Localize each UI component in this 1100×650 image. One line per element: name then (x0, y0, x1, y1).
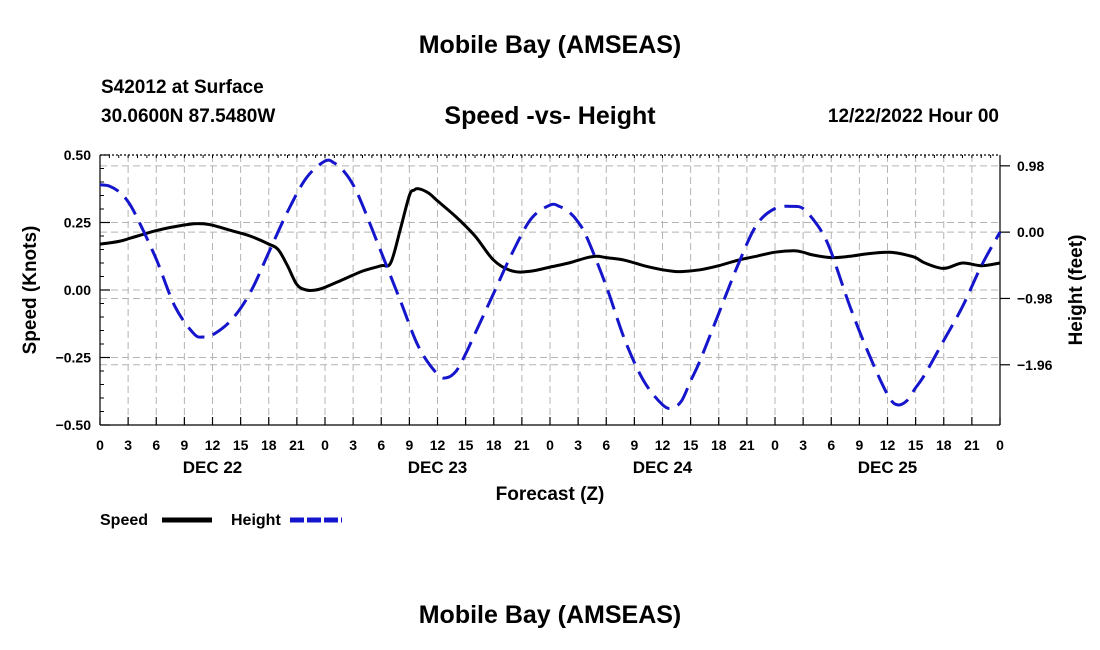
x-tick-label: 21 (739, 437, 755, 453)
x-tick-label: 0 (996, 437, 1004, 453)
x-tick-label: 12 (655, 437, 671, 453)
y-axis-right-title: Height (feet) (1066, 235, 1087, 346)
day-label: DEC 25 (858, 458, 918, 477)
x-tick-label: 3 (574, 437, 582, 453)
x-tick-label: 9 (405, 437, 413, 453)
x-tick-label: 12 (430, 437, 446, 453)
x-tick-label: 21 (964, 437, 980, 453)
x-tick-label: 12 (880, 437, 896, 453)
bottom-title: Mobile Bay (AMSEAS) (418, 601, 682, 629)
day-label: DEC 24 (633, 458, 693, 477)
x-tick-label: 0 (771, 437, 779, 453)
series-line-height (99, 158, 1002, 410)
x-tick-label: 6 (602, 437, 610, 453)
forecast-datetime: 12/22/2022 Hour 00 (827, 106, 999, 127)
x-tick-label: 0 (321, 437, 329, 453)
x-axis-title: Forecast (Z) (496, 484, 605, 505)
series-line-speed (99, 187, 1001, 293)
y-left-tick-label: −0.50 (56, 417, 92, 433)
x-tick-label: 15 (458, 437, 474, 453)
x-tick-label: 3 (799, 437, 807, 453)
main-title: Mobile Bay (AMSEAS) (418, 31, 682, 59)
x-tick-label: 9 (630, 437, 638, 453)
y-right-tick-label: −0.98 (1017, 290, 1053, 306)
day-label: DEC 22 (183, 458, 243, 477)
y-axis-left-title: Speed (Knots) (20, 226, 41, 355)
x-tick-label: 6 (377, 437, 385, 453)
x-tick-label: 6 (152, 437, 160, 453)
x-tick-label: 12 (205, 437, 221, 453)
y-left-tick-label: −0.25 (56, 350, 92, 366)
y-left-tick-label: 0.00 (64, 282, 91, 298)
x-tick-label: 15 (233, 437, 249, 453)
x-tick-label: 3 (124, 437, 132, 453)
x-tick-label: 15 (683, 437, 699, 453)
x-tick-label: 18 (486, 437, 502, 453)
x-tick-label: 18 (261, 437, 277, 453)
chart-title: Speed -vs- Height (444, 102, 656, 130)
day-label: DEC 23 (408, 458, 468, 477)
x-tick-label: 15 (908, 437, 924, 453)
x-tick-label: 9 (180, 437, 188, 453)
x-tick-label: 6 (827, 437, 835, 453)
x-tick-label: 9 (855, 437, 863, 453)
y-right-tick-label: 0.00 (1017, 224, 1044, 240)
y-right-tick-label: 0.98 (1017, 158, 1044, 174)
legend-label-speed: Speed (100, 512, 148, 529)
y-left-tick-label: 0.50 (64, 147, 91, 163)
legend-label-height: Height (231, 512, 281, 529)
x-tick-label: 21 (289, 437, 305, 453)
x-tick-label: 18 (711, 437, 727, 453)
x-tick-label: 18 (936, 437, 952, 453)
x-tick-label: 0 (96, 437, 104, 453)
x-tick-label: 21 (514, 437, 530, 453)
x-tick-label: 0 (546, 437, 554, 453)
y-left-tick-label: 0.25 (64, 215, 91, 231)
station-coordinates: 30.0600N 87.5480W (101, 106, 276, 127)
y-right-tick-label: −1.96 (1017, 357, 1053, 373)
x-tick-label: 3 (349, 437, 357, 453)
station-id: S42012 at Surface (101, 77, 264, 98)
